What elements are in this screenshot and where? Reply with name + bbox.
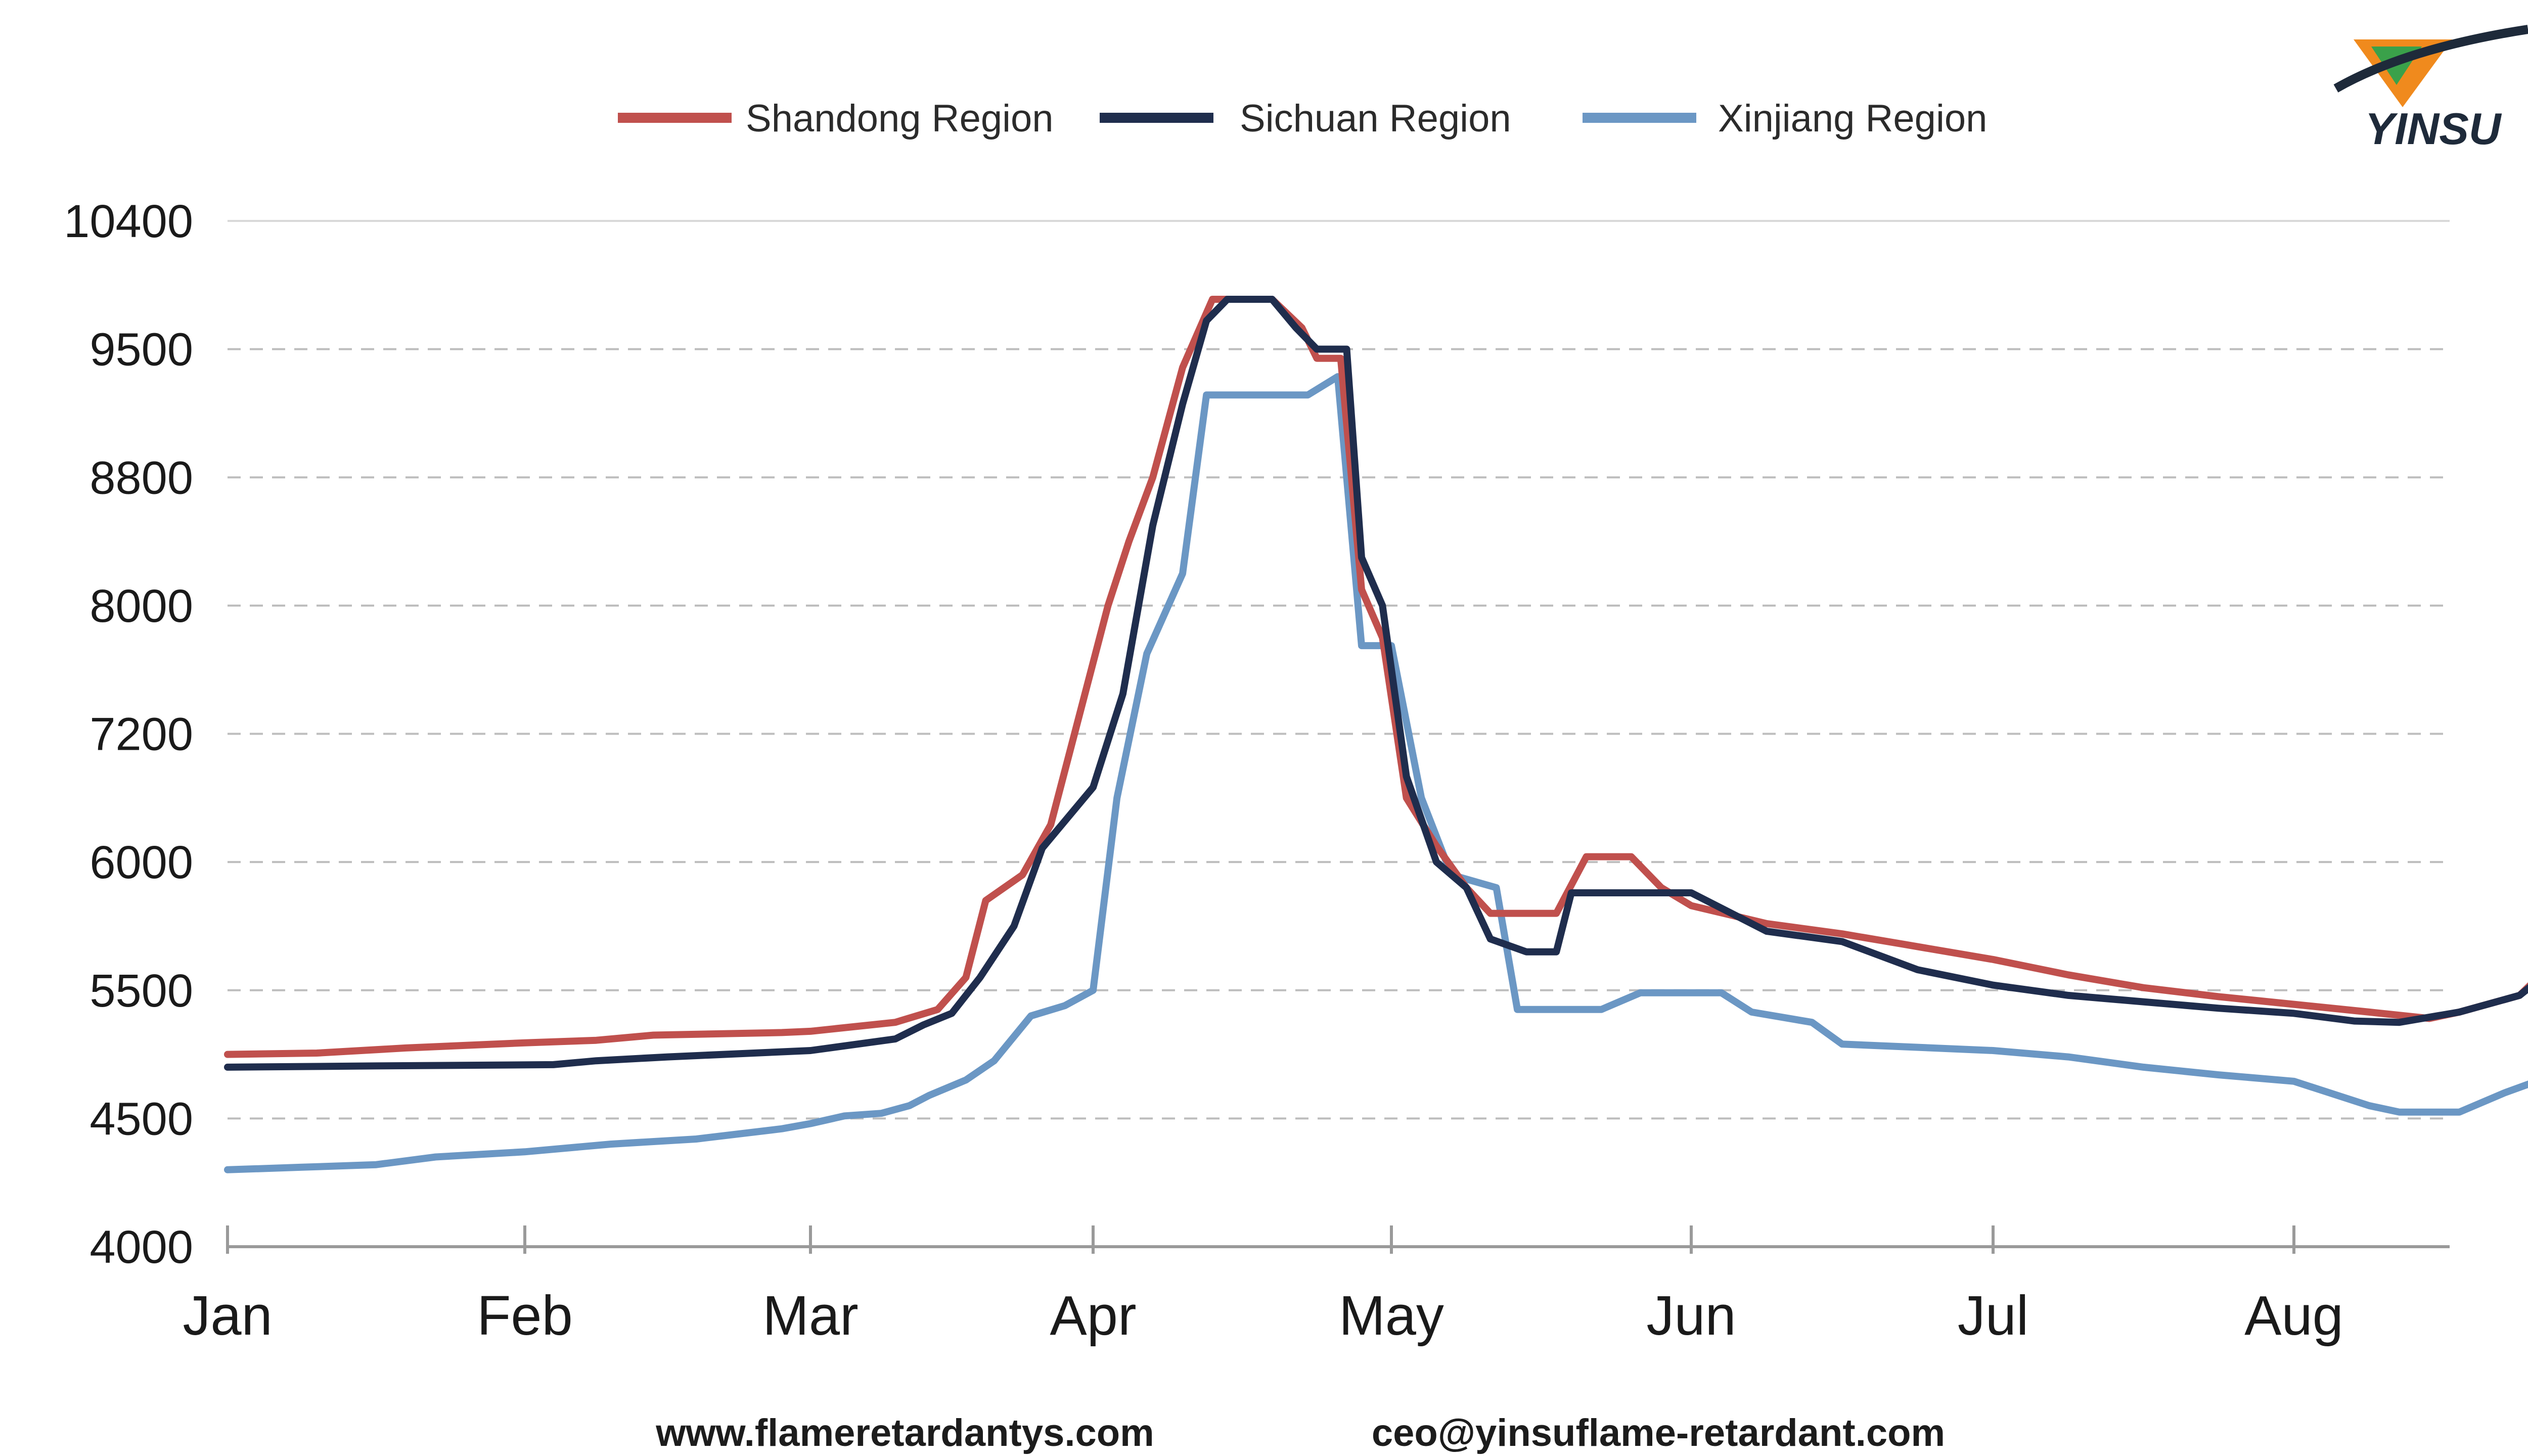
grid-lines [228, 220, 2450, 1120]
y-tick-label: 4500 [89, 1093, 193, 1145]
y-tick-label: 10400 [64, 196, 193, 247]
y-tick-label: 5500 [89, 965, 193, 1017]
x-tick-label: Jan [183, 1285, 272, 1347]
x-tick-label: Feb [477, 1285, 573, 1347]
footer-website[interactable]: www.flameretardantys.com [655, 1412, 1154, 1454]
x-tick-label: Jun [1646, 1285, 1736, 1347]
chart-legend: Shandong Region Sichuan Region Xinjiang Re… [618, 97, 1987, 140]
y-tick-label: 8800 [89, 452, 193, 504]
y-axis-ticks: 4000 4500 5500 6000 7200 8000 8800 9500 10400 [64, 196, 193, 1273]
legend-label: Sichuan Region [1240, 97, 1511, 140]
legend-label: Xinjiang Region [1718, 97, 1987, 140]
series-lines [224, 296, 2528, 1173]
legend-label: Shandong Region [746, 97, 1054, 140]
footer-email[interactable]: ceo@yinsuflame-retardant.com [1372, 1412, 1945, 1454]
yinsu-logo: YINSU [2333, 25, 2528, 154]
y-tick-label: 4000 [89, 1221, 193, 1273]
y-tick-label: 8000 [89, 580, 193, 632]
x-tick-label: Mar [762, 1285, 858, 1347]
x-tick-label: Aug [2244, 1285, 2343, 1347]
series-line-shandong-region [224, 296, 2528, 1058]
logo-swoosh [2333, 25, 2528, 93]
y-tick-label: 6000 [89, 837, 193, 888]
y-tick-label: 7200 [89, 709, 193, 760]
x-tick-label: Apr [1050, 1285, 1136, 1347]
series-line-sichuan-region [224, 296, 2528, 1071]
x-axis: Jan Feb Mar Apr May Jun Jul Aug [183, 1225, 2450, 1347]
y-tick-label: 9500 [89, 324, 193, 376]
logo-text: YINSU [2365, 104, 2502, 154]
series-line-xinjiang-region [224, 373, 2528, 1173]
x-tick-label: Jul [1958, 1285, 2029, 1347]
x-tick-label: May [1339, 1285, 1444, 1347]
